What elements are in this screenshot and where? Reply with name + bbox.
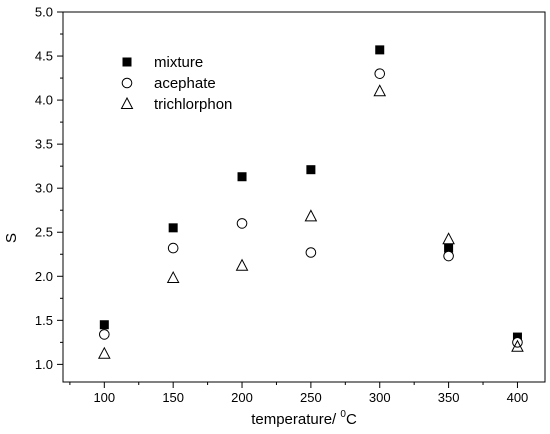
y-tick-label: 2.5 <box>35 225 53 240</box>
acephate-point <box>167 242 179 254</box>
y-tick-label: 1.5 <box>35 313 53 328</box>
plot-border <box>62 11 546 383</box>
y-tick-label: 5.0 <box>35 5 53 20</box>
legend-marker-acephate <box>121 77 133 89</box>
trichlorphon-point <box>97 346 111 359</box>
legend-label-mixture: mixture <box>154 54 203 71</box>
trichlorphon-point <box>442 232 455 245</box>
x-tick-label: 150 <box>162 390 184 405</box>
trichlorphon-point <box>373 84 387 97</box>
mixture-point <box>168 223 178 233</box>
acephate-point <box>305 247 317 258</box>
y-tick-label: 1.0 <box>35 357 53 372</box>
series-acephate <box>99 68 523 348</box>
acephate-point <box>443 250 454 262</box>
y-axis-ticks: 1.0 1.5 2.0 2.5 3.0 3.5 4.0 4.5 5.0 <box>35 5 63 372</box>
x-tick-label: 300 <box>369 390 391 405</box>
x-tick-label: 100 <box>93 390 115 405</box>
x-tick-label: 400 <box>507 390 529 405</box>
acephate-point <box>374 68 386 79</box>
series-layer <box>97 45 524 359</box>
x-axis-label-superscript: 0 <box>340 409 346 420</box>
trichlorphon-point <box>235 258 249 271</box>
x-axis-ticks: 100 150 200 250 300 350 400 <box>69 382 529 405</box>
legend-label-acephate: acephate <box>154 75 216 92</box>
y-tick-label: 4.0 <box>35 93 53 108</box>
x-axis-label-unit: C <box>346 411 357 428</box>
y-tick-label: 4.5 <box>35 49 53 64</box>
mixture-point <box>306 165 316 175</box>
x-axis-label-text: temperature/ <box>251 411 340 428</box>
mixture-point <box>375 45 385 55</box>
mixture-point <box>237 172 247 182</box>
legend-marker-mixture <box>122 57 132 67</box>
x-tick-label: 200 <box>231 390 253 405</box>
y-tick-label: 3.0 <box>35 181 53 196</box>
legend: mixture acephate trichlorphon <box>120 54 232 113</box>
x-tick-label: 350 <box>438 390 460 405</box>
x-axis-label: temperature/ 0C <box>251 409 357 428</box>
series-trichlorphon <box>97 84 524 359</box>
mixture-point <box>99 320 109 330</box>
y-tick-label: 2.0 <box>35 269 53 284</box>
acephate-point <box>236 218 248 229</box>
trichlorphon-point <box>511 339 524 352</box>
y-tick-label: 3.5 <box>35 137 53 152</box>
legend-marker-trichlorphon <box>120 96 134 109</box>
mixture-point <box>444 243 454 253</box>
trichlorphon-point <box>166 270 180 284</box>
y-axis-label: S <box>3 233 20 243</box>
acephate-point <box>512 337 523 348</box>
legend-label-trichlorphon: trichlorphon <box>154 96 232 113</box>
plot-frame <box>62 11 546 383</box>
acephate-point <box>99 329 110 340</box>
x-tick-label: 250 <box>300 390 322 405</box>
trichlorphon-point <box>304 209 318 222</box>
